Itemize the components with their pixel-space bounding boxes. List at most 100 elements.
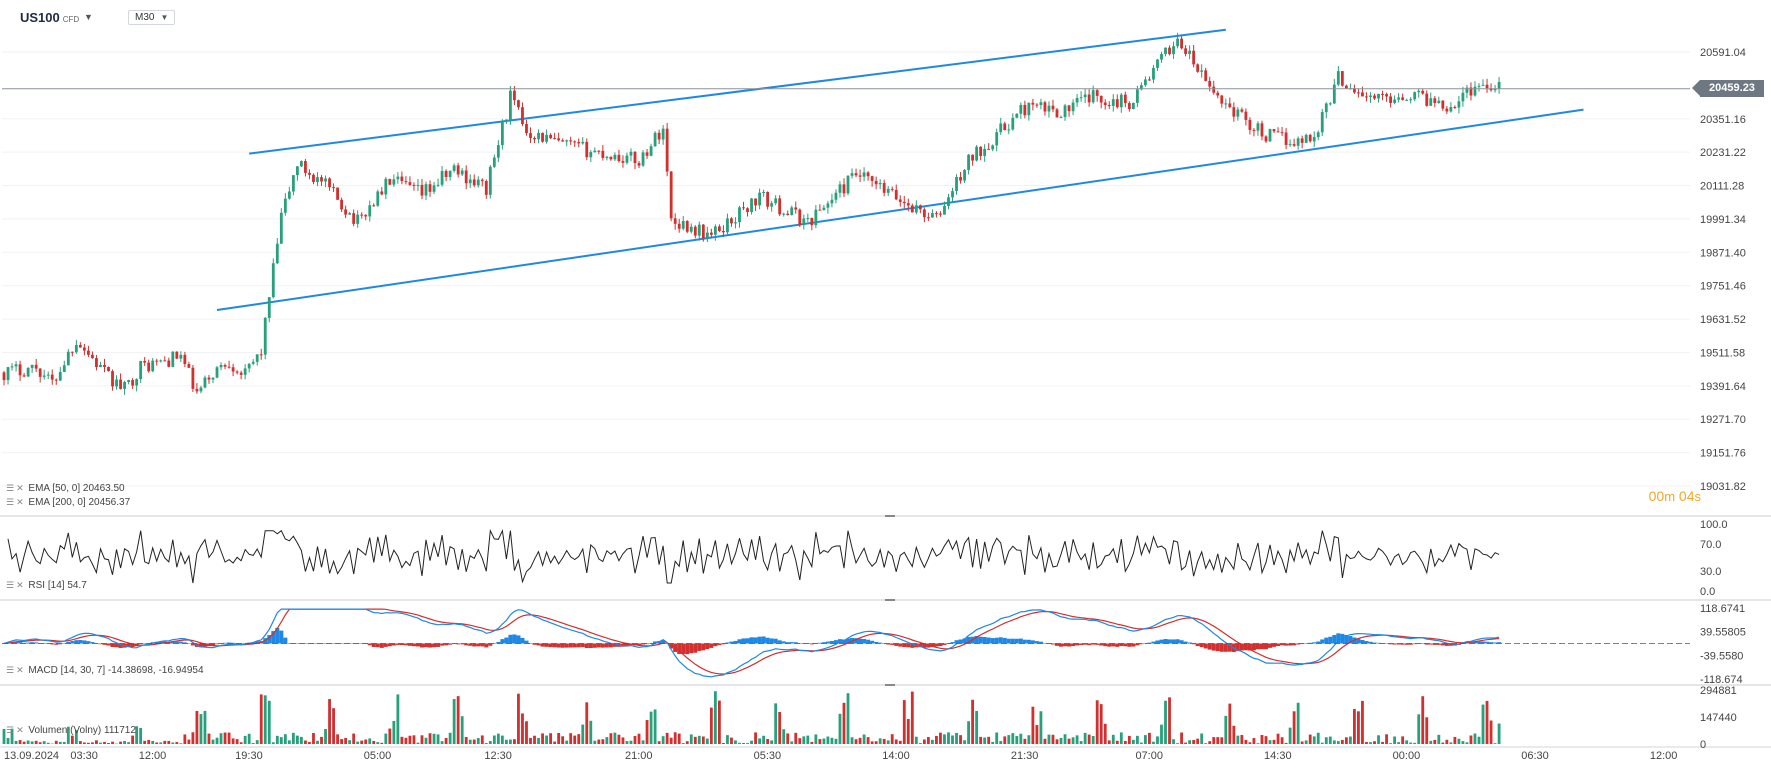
candle-body — [1312, 137, 1316, 142]
macd-histogram-bar — [729, 641, 734, 644]
timeframe-select[interactable]: M30 ▼ — [128, 10, 176, 25]
volume-bar — [163, 740, 167, 744]
candle-body — [838, 184, 842, 193]
candle-body — [673, 218, 677, 224]
candle-body — [1015, 113, 1019, 118]
settings-icon[interactable]: ☰ — [6, 483, 15, 493]
settings-icon[interactable]: ☰ — [6, 580, 15, 590]
candle-body — [653, 132, 657, 147]
channel-trendline[interactable] — [249, 28, 1226, 155]
candle-body — [987, 148, 991, 150]
volume-bar — [452, 699, 456, 744]
macd-label: MACD [14, 30, 7] -14.38698, -16.94954 — [28, 665, 204, 676]
volume-bar — [802, 736, 806, 744]
volume-bar — [1164, 700, 1167, 744]
macd-histogram-bar — [528, 642, 533, 644]
settings-icon[interactable]: ☰ — [6, 665, 15, 675]
volume-bar — [1481, 704, 1485, 744]
candle-body — [1340, 71, 1344, 86]
candle-body — [786, 213, 790, 216]
candle-body — [1055, 109, 1059, 118]
candle-body — [1308, 134, 1312, 142]
volume-bar — [1139, 742, 1143, 744]
candle-body — [754, 198, 757, 206]
candle-body — [730, 218, 733, 224]
volume-bar — [143, 740, 147, 744]
close-icon[interactable]: ✕ — [16, 483, 24, 493]
macd-histogram-bar — [950, 642, 955, 644]
volume-bar — [906, 718, 910, 744]
candle-body — [74, 344, 78, 353]
candle-body — [1172, 46, 1175, 55]
macd-histogram-bar — [1159, 639, 1164, 644]
macd-histogram-bar — [890, 643, 895, 645]
macd-histogram-bar — [713, 643, 718, 647]
candle-body — [1280, 132, 1284, 134]
candle-body — [1264, 136, 1268, 142]
macd-histogram-bar — [190, 643, 195, 646]
macd-histogram-bar — [460, 643, 465, 645]
candle-body — [549, 134, 553, 139]
close-icon[interactable]: ✕ — [16, 497, 24, 507]
volume-bar — [432, 733, 436, 744]
candle-body — [1023, 104, 1027, 116]
candle-body — [259, 354, 263, 356]
close-icon[interactable]: ✕ — [16, 665, 24, 675]
candle-body — [424, 184, 428, 196]
volume-bar — [979, 736, 983, 744]
candle-body — [468, 179, 472, 184]
candle-body — [1095, 90, 1099, 96]
volume-bar — [267, 700, 271, 744]
ema50-legend: ☰ ✕ EMA [50, 0] 20463.50 — [6, 483, 125, 494]
channel-trendline[interactable] — [216, 108, 1584, 312]
volume-bar — [1240, 734, 1244, 744]
volume-bar — [275, 735, 279, 744]
volume-bar — [1288, 727, 1292, 744]
candle-body — [1493, 88, 1497, 91]
macd-histogram-bar — [596, 643, 601, 648]
volume-bar — [967, 721, 970, 744]
volume-bar — [1276, 733, 1280, 744]
macd-histogram-bar — [1344, 634, 1349, 644]
candle-body — [6, 367, 10, 381]
volume-bar — [1148, 732, 1151, 744]
chevron-down-icon[interactable]: ▼ — [84, 12, 93, 22]
candle-body — [484, 180, 488, 195]
macd-histogram-bar — [934, 643, 939, 647]
volume-bar — [601, 739, 605, 744]
settings-icon[interactable]: ☰ — [6, 497, 15, 507]
macd-histogram-bar — [1392, 643, 1397, 645]
symbol-selector[interactable]: US100 CFD — [20, 10, 79, 25]
candle-body — [191, 367, 195, 389]
macd-histogram-bar — [399, 643, 404, 646]
macd-histogram-bar — [918, 643, 923, 648]
volume-bar — [673, 732, 677, 744]
close-icon[interactable]: ✕ — [16, 725, 24, 735]
volume-bar — [271, 742, 275, 744]
candle-body — [111, 371, 114, 387]
macd-histogram-bar — [1259, 643, 1264, 650]
close-icon[interactable]: ✕ — [16, 580, 24, 590]
volume-bar — [6, 738, 10, 744]
candle-body — [742, 207, 745, 209]
candle-body — [1353, 88, 1356, 93]
settings-icon[interactable]: ☰ — [6, 725, 15, 735]
volume-bar — [167, 740, 171, 744]
candle-body — [488, 166, 492, 195]
candle-body — [1461, 92, 1465, 102]
volume-bar — [368, 738, 372, 744]
candle-body — [271, 263, 275, 298]
candle-body — [1449, 106, 1453, 112]
candle-body — [1123, 94, 1127, 104]
volume-bar — [722, 743, 725, 744]
price-tick-label: 19991.34 — [1700, 214, 1746, 226]
candle-body — [1180, 38, 1183, 49]
macd-histogram-bar — [584, 643, 589, 649]
macd-histogram-bar — [685, 643, 690, 655]
instrument-type: CFD — [62, 15, 80, 24]
candle-body — [951, 191, 954, 198]
candle-body — [1119, 94, 1123, 108]
volume-bar — [541, 733, 544, 744]
macd-histogram-bar — [697, 643, 702, 651]
